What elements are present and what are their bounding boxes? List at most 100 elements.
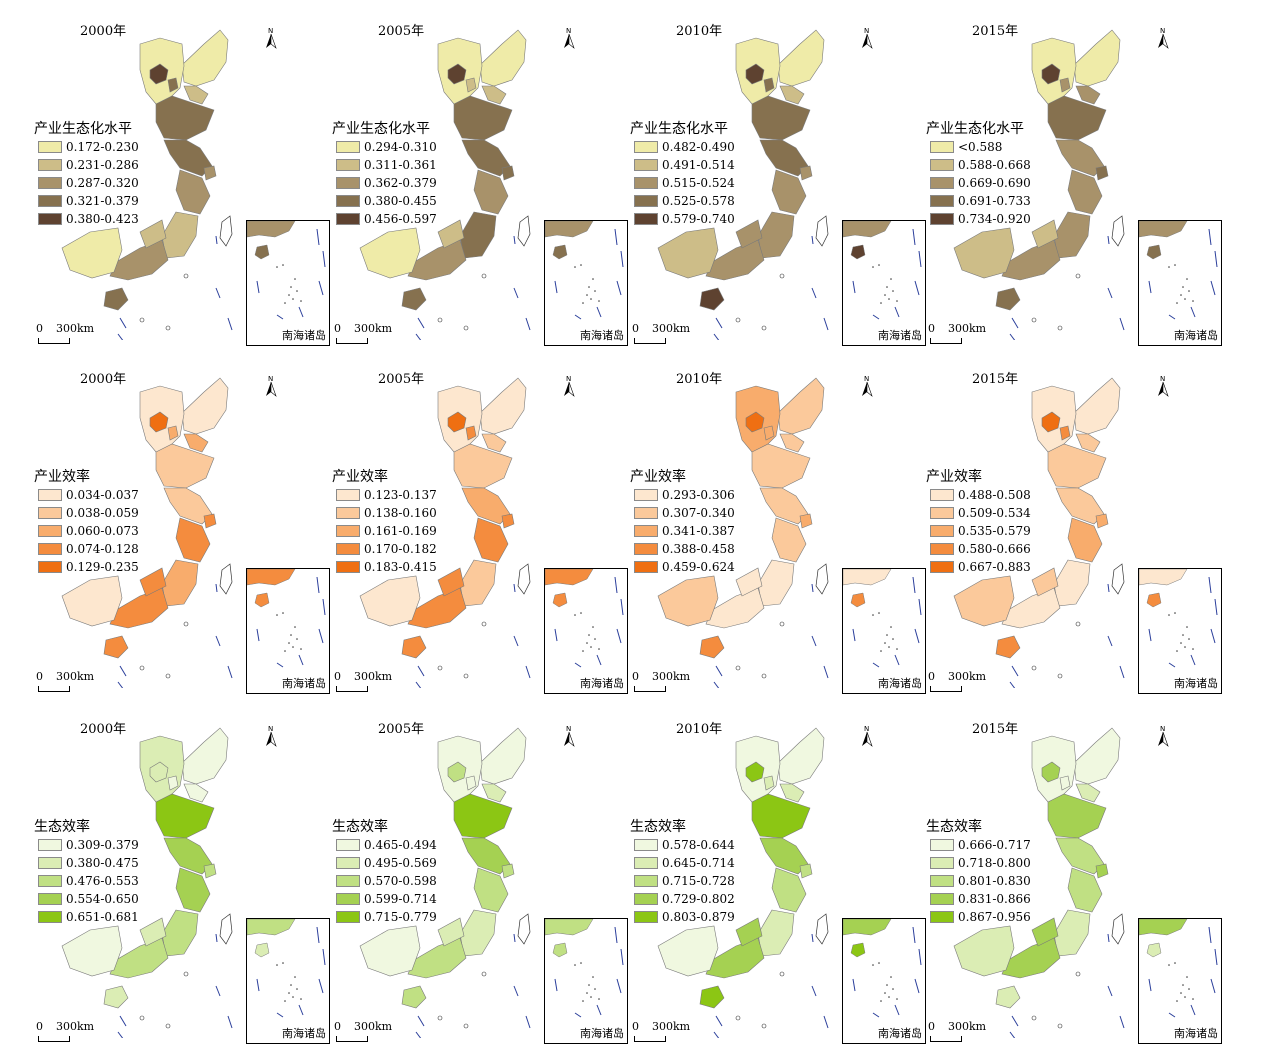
scale-zero: 0 [632, 1020, 639, 1033]
north-arrow-icon: N [266, 375, 277, 397]
panel-year: 2015年 [972, 372, 1019, 387]
legend-label: 0.579-0.740 [662, 212, 735, 226]
inset-island-dot [592, 976, 594, 978]
small-island [463, 673, 469, 679]
scale-label: 300km [56, 670, 95, 683]
province-guangdong-e [1031, 567, 1059, 597]
legend-item: 0.341-0.387 [634, 522, 735, 540]
legend-item: 0.588-0.668 [930, 156, 1031, 174]
legend-item: 0.294-0.310 [336, 138, 437, 156]
inset-island-dot [586, 992, 588, 994]
inset-boundary-dash [852, 978, 856, 992]
legend-swatch [38, 525, 62, 537]
legend-item: 0.578-0.644 [634, 836, 735, 854]
small-island [139, 1015, 145, 1021]
province-guangdong-e [437, 917, 465, 947]
province-liaoning [777, 29, 825, 87]
boundary-dash [525, 665, 531, 679]
legend-label: 0.311-0.361 [364, 158, 437, 172]
province-fujian [459, 559, 497, 607]
inset-label: 南海诸岛 [282, 1027, 326, 1040]
inset-island-dot [896, 998, 898, 1000]
small-island [779, 273, 785, 279]
boundary-dash [525, 1015, 531, 1029]
scale-zero: 0 [36, 670, 43, 683]
inset-boundary-dash [554, 978, 558, 992]
legend-label: 0.170-0.182 [364, 542, 437, 556]
scale-bar [38, 1036, 70, 1042]
inset-boundary-dash [616, 978, 622, 994]
province-zhejiang [175, 169, 211, 215]
inset-graphic [247, 569, 326, 668]
province-fujian [757, 559, 795, 607]
legend-item: <0.588 [930, 138, 1031, 156]
inset-island-dot [888, 298, 890, 300]
legend-item: 0.161-0.169 [336, 522, 437, 540]
scale-label: 300km [354, 322, 393, 335]
legend-swatch [930, 893, 954, 905]
inset-island-dot [1174, 962, 1176, 964]
boundary-dash [513, 933, 516, 943]
scale-zero: 0 [334, 322, 341, 335]
province-guangxi [359, 227, 421, 279]
boundary-dash [227, 317, 233, 331]
island-outline [517, 215, 531, 247]
legend-swatch [336, 893, 360, 905]
panel-year: 2005年 [378, 372, 425, 387]
province-guangxi [953, 575, 1015, 627]
legend-swatch [930, 543, 954, 555]
scale-bar [336, 1036, 368, 1042]
north-arrow-left [1158, 732, 1163, 746]
north-arrow-icon: N [564, 375, 575, 397]
inset-hainan [552, 592, 568, 608]
inset-island-dot [282, 264, 284, 266]
boundary-dash [417, 1015, 425, 1027]
province-fujian [161, 211, 199, 259]
legend-label: 0.509-0.534 [958, 506, 1031, 520]
legend-item: 0.138-0.160 [336, 504, 437, 522]
province-shanghai [501, 863, 515, 879]
legend-item: 0.803-0.879 [634, 908, 735, 926]
legend-swatch [930, 875, 954, 887]
inset-coast [545, 569, 594, 586]
legend-label: 0.691-0.733 [958, 194, 1031, 208]
province-hainan [995, 985, 1021, 1009]
legend: 0.123-0.137 0.138-0.160 0.161-0.169 0.170-0… [336, 486, 437, 576]
small-island [1031, 317, 1037, 323]
island-outline [815, 563, 829, 595]
inset-island-dot [1168, 964, 1170, 966]
inset-label: 南海诸岛 [282, 677, 326, 690]
legend-label: 0.718-0.800 [958, 856, 1031, 870]
inset-map: 南海诸岛 [1138, 568, 1222, 694]
legend-swatch [930, 839, 954, 851]
legend-title: 产业生态化水平 [34, 121, 132, 137]
province-hainan [699, 287, 725, 311]
inset-island-dot [580, 264, 582, 266]
legend-label: 0.138-0.160 [364, 506, 437, 520]
inset-island-dot [1186, 976, 1188, 978]
legend-label: 0.667-0.883 [958, 560, 1031, 574]
province-guangdong-e [735, 917, 763, 947]
scale-bar [336, 338, 368, 344]
province-beijing [745, 411, 765, 433]
boundary-dash [415, 681, 422, 688]
map-panel: 2000年 N 生态效率 0.309-0.379 0.380-0.475 0.476-0.… [0, 698, 330, 1044]
province-guangxi [61, 925, 123, 977]
inset-island-dot [1186, 626, 1188, 628]
boundary-dash [513, 583, 516, 593]
north-arrow-right [568, 731, 575, 747]
legend-label: 0.729-0.802 [662, 892, 735, 906]
panel-year: 2015年 [972, 722, 1019, 737]
north-arrow-right [568, 33, 575, 49]
legend-label: 0.867-0.956 [958, 910, 1031, 924]
boundary-dash [713, 681, 720, 688]
north-arrow-icon: N [564, 725, 575, 747]
legend-label: 0.309-0.379 [66, 838, 139, 852]
boundary-dash [215, 635, 221, 647]
north-label: N [864, 27, 869, 35]
small-island [1057, 673, 1063, 679]
inset-boundary-dash [298, 654, 304, 666]
boundary-dash [525, 317, 531, 331]
legend-label: 0.459-0.624 [662, 560, 735, 574]
inset-boundary-dash [914, 978, 920, 994]
